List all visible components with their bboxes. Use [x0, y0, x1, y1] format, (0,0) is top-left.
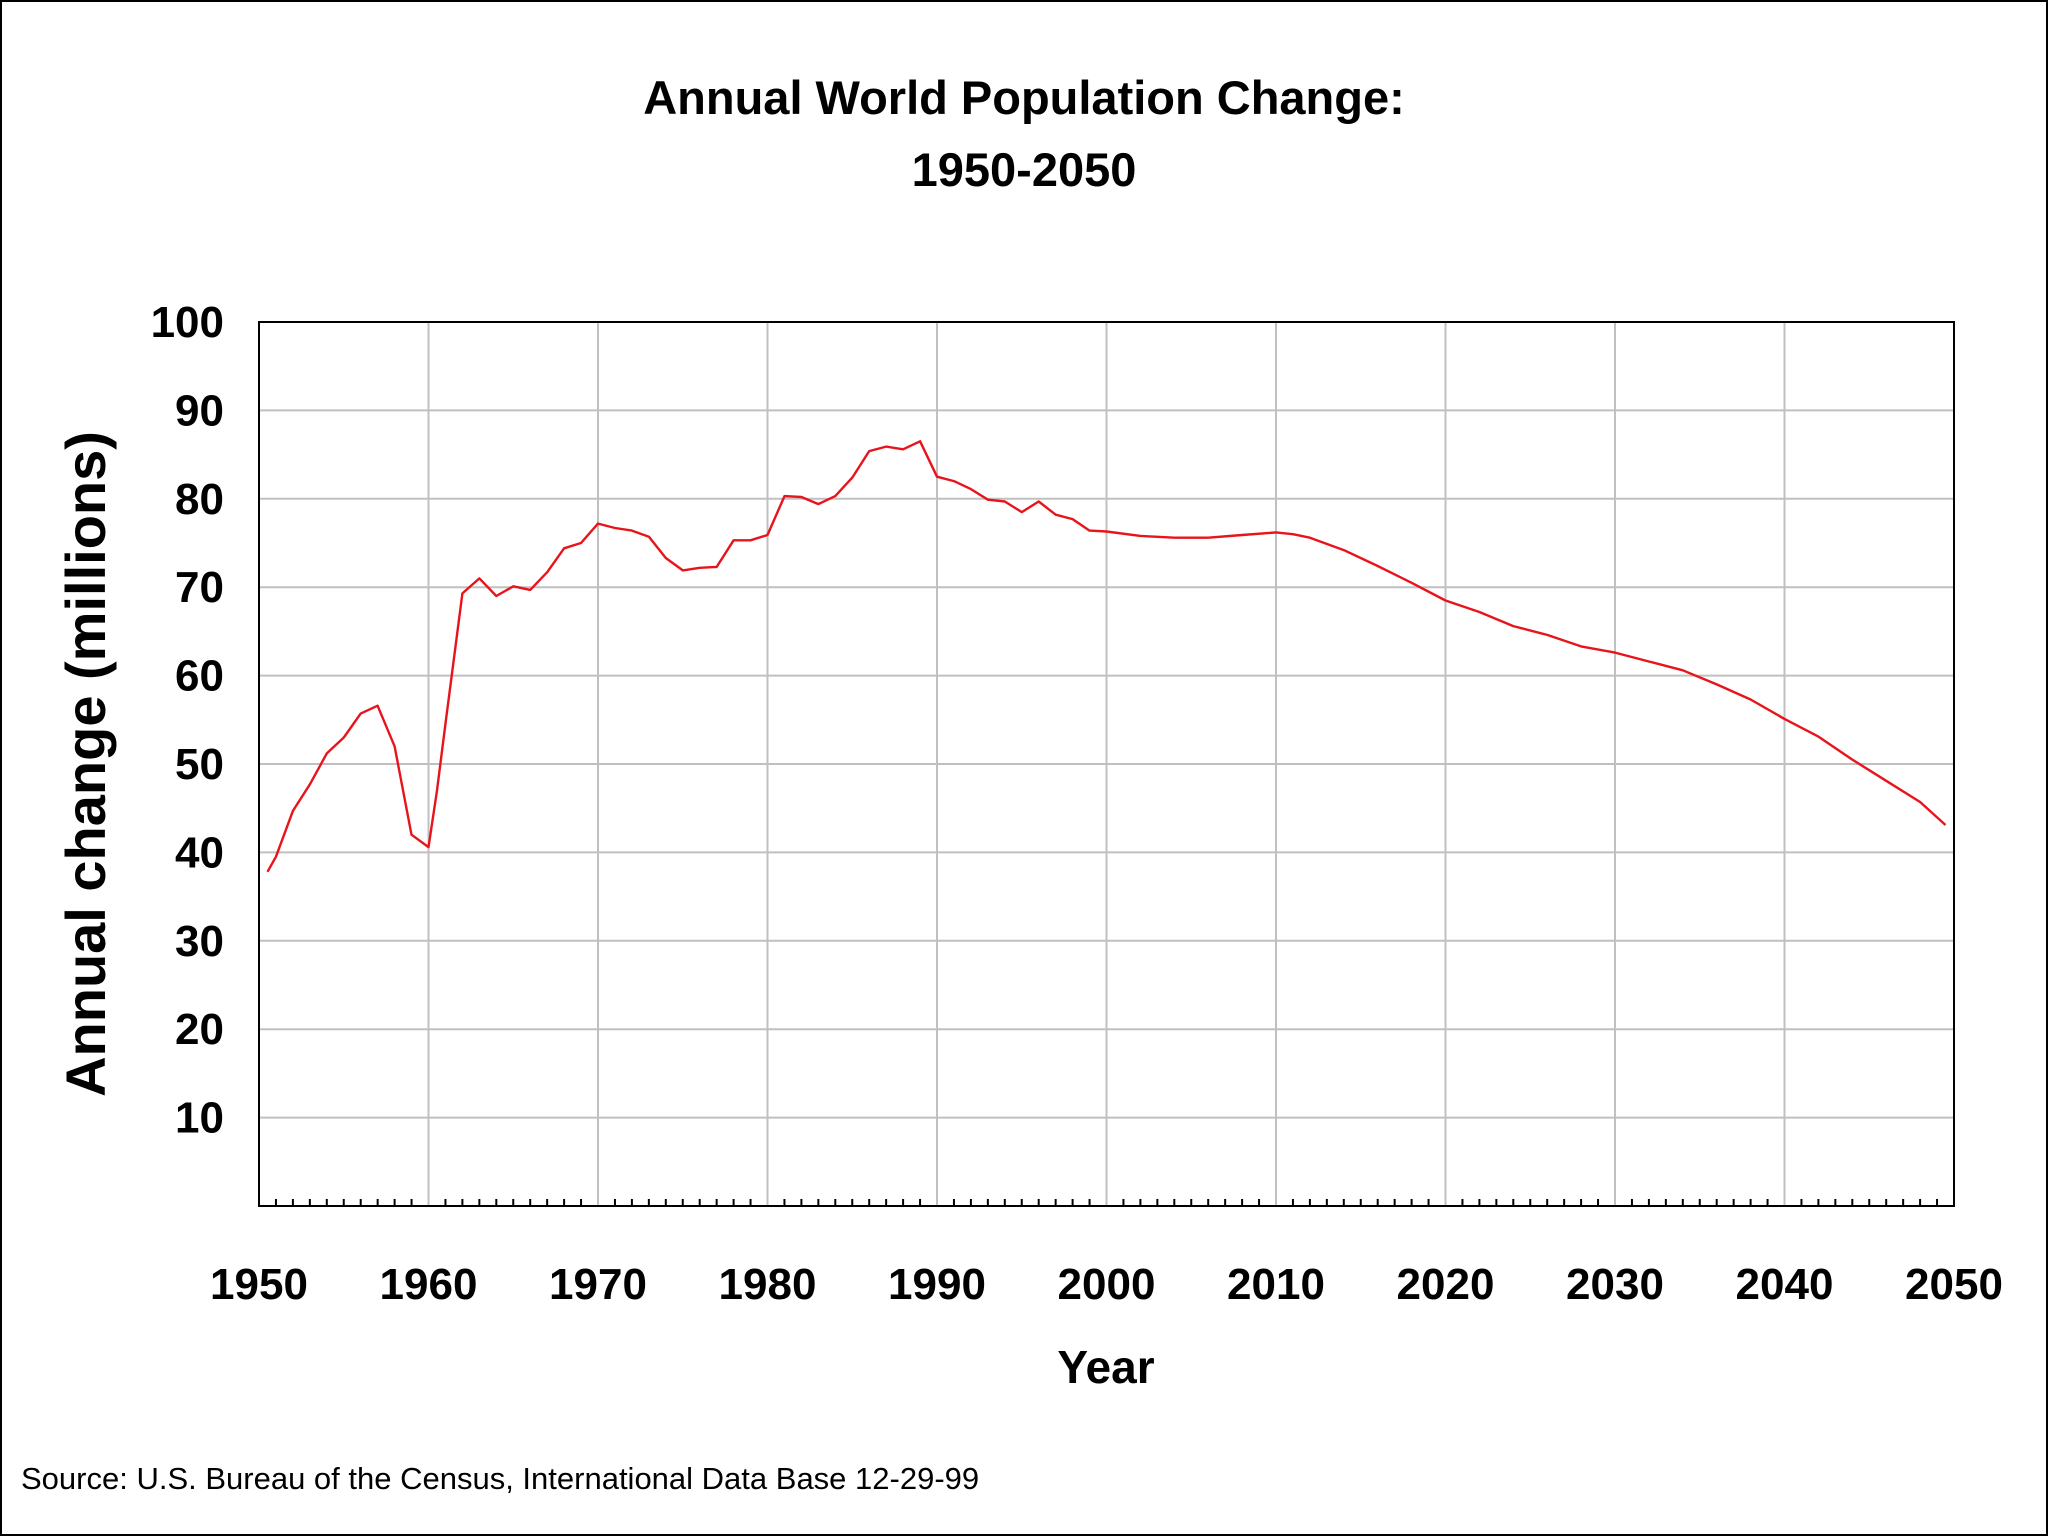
- x-tick-labels: 1950 1960 1970 1980 1990 2000 2010 2020 2030 2040…: [210, 1260, 2003, 1309]
- x-tick-label: 1960: [380, 1260, 478, 1309]
- x-axis-label: Year: [1057, 1341, 1154, 1393]
- x-minor-ticks: [274, 1199, 1939, 1206]
- chart-subtitle: 1950-2050: [912, 143, 1137, 196]
- y-tick-label: 90: [175, 386, 224, 435]
- x-tick-label: 2000: [1058, 1260, 1156, 1309]
- plot-border: [258, 321, 1955, 1207]
- y-tick-label: 70: [175, 563, 224, 612]
- x-tick-label: 1950: [210, 1260, 308, 1309]
- y-tick-labels: 10 20 30 40 50 60 70 80 90 100: [151, 298, 224, 1143]
- source-note: Source: U.S. Bureau of the Census, Inter…: [21, 1461, 979, 1496]
- y-axis-label: Annual change (millions): [54, 431, 117, 1097]
- chart-title: Annual World Population Change:: [643, 71, 1405, 124]
- x-tick-label: 2010: [1227, 1260, 1325, 1309]
- series-points: [267, 441, 1946, 872]
- x-tick-label: 2040: [1736, 1260, 1834, 1309]
- x-tick-label: 2050: [1905, 1260, 2003, 1309]
- y-tick-label: 40: [175, 828, 224, 877]
- series-line-annual-change: [266, 440, 1947, 873]
- y-tick-label: 60: [175, 652, 224, 701]
- x-tick-label: 2020: [1397, 1260, 1495, 1309]
- y-tick-label: 10: [175, 1094, 224, 1143]
- x-tick-label: 1980: [719, 1260, 817, 1309]
- y-tick-label: 30: [175, 917, 224, 966]
- y-tick-label: 50: [175, 740, 224, 789]
- x-tick-label: 1990: [888, 1260, 986, 1309]
- y-tick-label: 20: [175, 1005, 224, 1054]
- y-tick-label: 100: [151, 298, 224, 347]
- x-tick-label: 2030: [1566, 1260, 1664, 1309]
- y-tick-label: 80: [175, 475, 224, 524]
- x-tick-label: 1970: [549, 1260, 647, 1309]
